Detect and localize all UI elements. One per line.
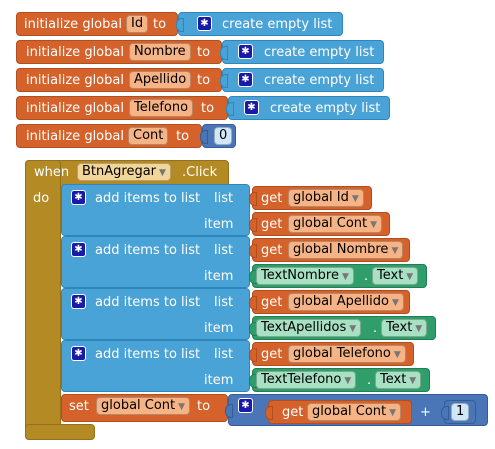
create-empty-list-label: create empty list (270, 101, 381, 116)
component-dropdown[interactable]: TextTelefono ▼ (256, 371, 357, 389)
var-dropdown[interactable]: global Apellido ▼ (288, 293, 404, 311)
dot-label: . (367, 373, 372, 388)
create-empty-list-label: create empty list (264, 73, 375, 88)
get-label: get (261, 243, 283, 258)
plus-operator-label: + (420, 405, 431, 420)
dropdown-arrow-icon: ▼ (351, 194, 359, 204)
dropdown-arrow-icon: ▼ (406, 272, 414, 282)
var-dropdown[interactable]: global Cont ▼ (96, 397, 191, 415)
item-socket-label: item (204, 373, 234, 388)
to-label: to (197, 45, 211, 60)
var-dropdown[interactable]: global Cont ▼ (288, 215, 383, 233)
gear-icon[interactable]: ✱ (71, 242, 86, 257)
component-dropdown[interactable]: TextNombre ▼ (256, 267, 354, 285)
gear-icon[interactable]: ✱ (238, 72, 253, 87)
dropdown-arrow-icon: ▼ (178, 402, 186, 412)
list-socket-label: list (214, 191, 234, 206)
dropdown-arrow-icon: ▼ (344, 376, 352, 386)
var-dropdown[interactable]: global Nombre ▼ (288, 241, 404, 259)
get-label: get (261, 217, 283, 232)
number-field[interactable]: 1 (451, 403, 470, 421)
var-name-field[interactable]: Apellido (129, 71, 192, 89)
dropdown-arrow-icon: ▼ (341, 272, 349, 282)
var-dropdown[interactable]: global Id ▼ (288, 189, 364, 207)
get-label: get (261, 295, 283, 310)
var-name-field[interactable]: Cont (128, 127, 169, 145)
init-label: initialize global (26, 129, 124, 144)
to-label: to (153, 17, 167, 32)
list-socket-label: list (214, 295, 234, 310)
add-items-label: add items to list (95, 191, 201, 206)
item-socket-label: item (204, 217, 234, 232)
create-empty-list-label: create empty list (264, 45, 375, 60)
var-name-field[interactable]: Telefono (129, 99, 194, 117)
dropdown-arrow-icon: ▼ (391, 246, 399, 256)
number-field[interactable]: 0 (214, 127, 233, 145)
dropdown-arrow-icon: ▼ (159, 168, 166, 178)
dropdown-arrow-icon: ▼ (389, 408, 397, 418)
property-dropdown[interactable]: Text ▼ (375, 371, 422, 389)
item-socket-label: item (204, 269, 234, 284)
to-label: to (176, 129, 190, 144)
gear-icon[interactable]: ✱ (238, 398, 253, 413)
init-label: initialize global (26, 73, 124, 88)
set-label: set (69, 399, 89, 414)
list-socket-label: list (214, 347, 234, 362)
init-label: initialize global (26, 45, 124, 60)
var-dropdown[interactable]: global Telefono ▼ (288, 345, 406, 363)
property-dropdown[interactable]: Text ▼ (372, 267, 419, 285)
property-dropdown[interactable]: Text ▼ (381, 319, 428, 337)
to-label: to (197, 399, 211, 414)
dot-label: . (373, 321, 378, 336)
list-socket-label: list (214, 243, 234, 258)
to-label: to (197, 73, 211, 88)
gear-icon[interactable]: ✱ (197, 16, 212, 31)
get-label: get (261, 191, 283, 206)
add-items-label: add items to list (95, 295, 201, 310)
gear-icon[interactable]: ✱ (71, 190, 86, 205)
dropdown-arrow-icon: ▼ (415, 324, 423, 334)
click-event-label: .Click (182, 165, 218, 180)
item-socket-label: item (204, 321, 234, 336)
create-empty-list-label: create empty list (222, 17, 333, 32)
dropdown-arrow-icon: ▼ (391, 298, 399, 308)
init-label: initialize global (26, 101, 124, 116)
gear-icon[interactable]: ✱ (244, 100, 259, 115)
dropdown-arrow-icon: ▼ (393, 350, 401, 360)
gear-icon[interactable]: ✱ (71, 346, 86, 361)
gear-icon[interactable]: ✱ (71, 294, 86, 309)
dot-label: . (364, 269, 369, 284)
component-dropdown[interactable]: BtnAgregar ▼ (77, 163, 171, 181)
to-label: to (201, 101, 215, 116)
var-dropdown[interactable]: global Cont ▼ (307, 403, 402, 421)
get-label: get (282, 405, 304, 420)
add-items-label: add items to list (95, 347, 201, 362)
var-name-field[interactable]: Id (126, 15, 149, 33)
var-name-field[interactable]: Nombre (129, 43, 191, 61)
init-label: initialize global (24, 17, 122, 32)
gear-icon[interactable]: ✱ (238, 44, 253, 59)
component-dropdown[interactable]: TextApellidos ▼ (256, 319, 362, 337)
add-items-label: add items to list (95, 243, 201, 258)
get-label: get (261, 347, 283, 362)
dropdown-arrow-icon: ▼ (349, 324, 357, 334)
dropdown-arrow-icon: ▼ (370, 220, 378, 230)
when-label: when (34, 165, 70, 180)
do-label: do (33, 191, 50, 206)
dropdown-arrow-icon: ▼ (409, 376, 417, 386)
